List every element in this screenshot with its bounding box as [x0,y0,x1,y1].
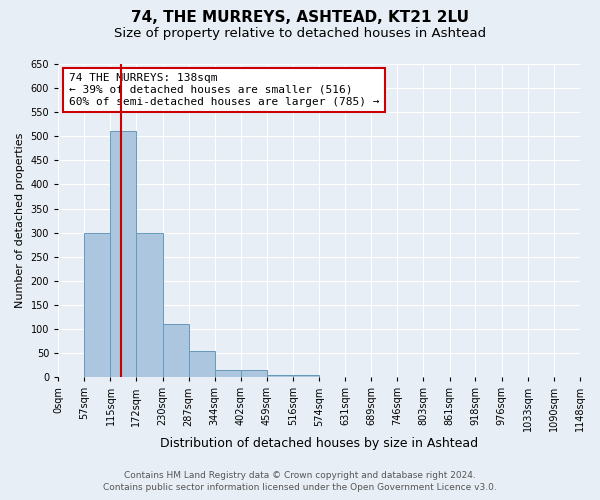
Text: 74, THE MURREYS, ASHTEAD, KT21 2LU: 74, THE MURREYS, ASHTEAD, KT21 2LU [131,10,469,25]
Text: Size of property relative to detached houses in Ashtead: Size of property relative to detached ho… [114,28,486,40]
Text: Contains HM Land Registry data © Crown copyright and database right 2024.
Contai: Contains HM Land Registry data © Crown c… [103,471,497,492]
Bar [136,232,163,377]
Bar [267,375,293,377]
Bar [293,375,319,377]
Y-axis label: Number of detached properties: Number of detached properties [15,133,25,308]
Bar [110,132,136,377]
Bar [84,232,110,377]
Bar [163,324,188,377]
X-axis label: Distribution of detached houses by size in Ashtead: Distribution of detached houses by size … [160,437,478,450]
Bar [188,350,215,377]
Bar [241,370,267,377]
Text: 74 THE MURREYS: 138sqm
← 39% of detached houses are smaller (516)
60% of semi-de: 74 THE MURREYS: 138sqm ← 39% of detached… [68,74,379,106]
Bar [215,370,241,377]
